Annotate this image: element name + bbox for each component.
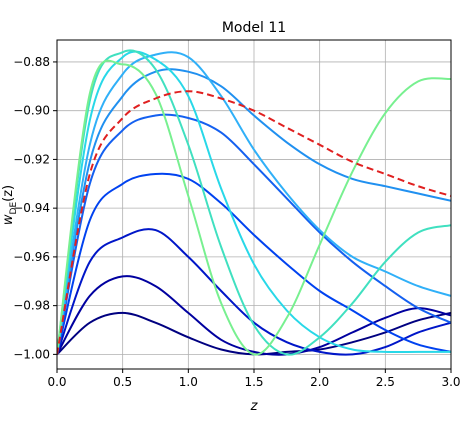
x-tick-label: 2.5	[376, 375, 395, 389]
series-line-8	[57, 50, 451, 355]
x-tick-label: 0.0	[47, 375, 66, 389]
y-tick-label: −0.88	[13, 55, 50, 69]
y-axis-label: wDE(z)	[1, 185, 19, 225]
series-line-7	[57, 51, 451, 355]
series-line-3	[57, 228, 451, 356]
x-tick-label: 1.0	[179, 375, 198, 389]
series-line-10	[57, 59, 451, 356]
x-tick-label: 3.0	[441, 375, 460, 389]
series-group	[57, 49, 451, 356]
y-tick-label: −1.00	[13, 347, 50, 361]
y-tick-label: −0.96	[13, 250, 50, 264]
x-axis-label: z	[250, 399, 259, 414]
x-tick-label: 1.5	[244, 375, 263, 389]
y-axis-label-arg: (z)	[1, 185, 16, 202]
x-tick-label: 0.5	[113, 375, 132, 389]
y-axis-label-sub: DE	[9, 202, 19, 215]
y-tick-label: −0.98	[13, 299, 50, 313]
series-line-4	[57, 172, 451, 355]
x-axis: 0.0 0.5 1.0 1.5 2.0 2.5 3.0	[47, 369, 461, 389]
y-tick-label: −0.92	[13, 152, 50, 166]
x-tick-label: 2.0	[310, 375, 329, 389]
series-line-2	[57, 275, 451, 356]
y-axis: −1.00 −0.98 −0.96 −0.94 −0.92 −0.90 −0.88	[13, 55, 57, 361]
series-line-dashed	[57, 90, 451, 355]
series-line-5	[57, 113, 451, 355]
y-tick-label: −0.94	[13, 201, 50, 215]
y-axis-label-main: w	[1, 214, 16, 225]
y-tick-label: −0.90	[13, 104, 50, 118]
chart-title: Model 11	[222, 20, 286, 36]
